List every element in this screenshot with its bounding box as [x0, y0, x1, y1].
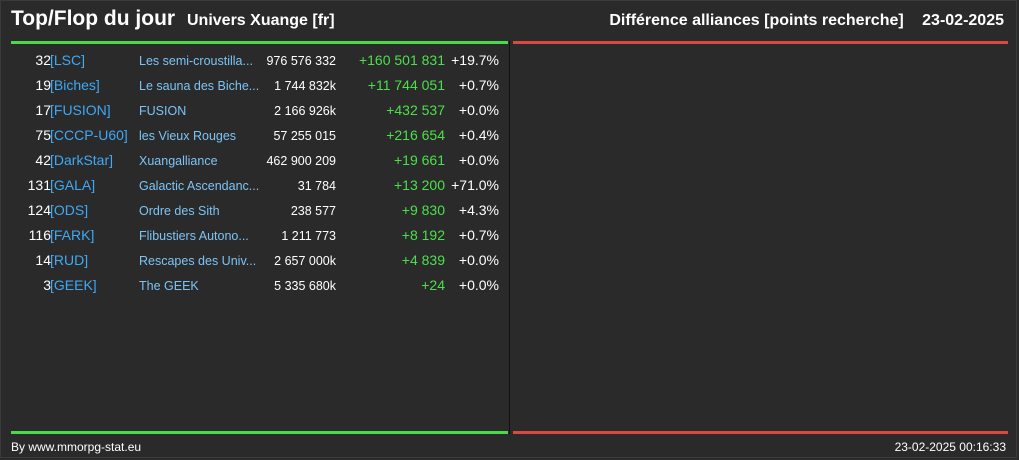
alliance-tag-link[interactable]: [ODS]	[50, 202, 89, 218]
top-section-bottom-line	[11, 431, 508, 434]
alliance-rank: 3	[43, 277, 51, 293]
points-delta: +8 192	[401, 227, 445, 243]
points-delta: +432 537	[386, 102, 445, 118]
generated-timestamp: 23-02-2025 00:16:33	[894, 440, 1006, 454]
alliance-tag-link[interactable]: [Biches]	[50, 77, 100, 93]
flop-section-divider	[513, 41, 1008, 44]
alliance-rank: 19	[35, 77, 51, 93]
points-delta: +19 661	[394, 152, 445, 168]
points-delta: +4 839	[401, 252, 445, 268]
points-delta: +24	[421, 277, 445, 293]
credit-link[interactable]: By www.mmorpg-stat.eu	[11, 440, 142, 454]
alliance-name-link[interactable]: The GEEK	[139, 279, 199, 293]
alliance-name-link[interactable]: Flibustiers Autono...	[139, 229, 249, 243]
alliance-points: 1 744 832k	[274, 79, 336, 93]
percent-change: +4.3%	[458, 202, 499, 218]
alliance-name-link[interactable]: Le sauna des Biche...	[139, 79, 260, 93]
list-item: 17 [FUSION] FUSION 2 166 926k +432 537 +0.0%	[11, 98, 508, 123]
alliance-tag-link[interactable]: [CCCP-U60]	[50, 127, 128, 143]
alliance-rank: 17	[35, 102, 51, 118]
list-item: 32 [LSC] Les semi-croustilla... 976 576 332…	[11, 48, 508, 73]
list-item: 19 [Biches] Le sauna des Biche... 1 744 832…	[11, 73, 508, 98]
alliance-name-link[interactable]: les Vieux Rouges	[139, 129, 237, 143]
points-delta: +11 744 051	[367, 77, 445, 93]
alliance-name-link[interactable]: Rescapes des Univ...	[139, 254, 257, 268]
percent-change: +0.7%	[458, 77, 499, 93]
alliance-name-link[interactable]: Ordre des Sith	[139, 204, 220, 218]
list-item: 131 [GALA] Galactic Ascendanc... 31 784 +13 …	[11, 173, 508, 198]
alliance-name-link[interactable]: Xuangalliance	[139, 154, 218, 168]
percent-change: +71.0%	[451, 177, 499, 193]
percent-change: +0.0%	[458, 102, 499, 118]
alliance-tag-link[interactable]: [LSC]	[50, 52, 86, 68]
list-item: 42 [DarkStar] Xuangalliance 462 900 209 +19 …	[11, 148, 508, 173]
percent-change: +0.0%	[458, 252, 499, 268]
alliance-points: 57 255 015	[273, 129, 336, 143]
alliance-name-link[interactable]: Galactic Ascendanc...	[139, 179, 260, 193]
percent-change: +0.0%	[458, 277, 499, 293]
alliance-rank: 14	[35, 252, 51, 268]
alliance-rank: 131	[27, 177, 51, 193]
alliance-points: 238 577	[290, 204, 336, 218]
percent-change: +0.7%	[458, 227, 499, 243]
list-item: 14 [RUD] Rescapes des Univ... 2 657 000k +4 …	[11, 248, 508, 273]
category-heading: Différence alliances [points recherche] …	[609, 12, 1004, 30]
list-item: 3 [GEEK] The GEEK 5 335 680k +24 +0.0%	[11, 273, 508, 298]
percent-change: +0.0%	[458, 152, 499, 168]
percent-change: +0.4%	[458, 127, 499, 143]
alliance-tag-link[interactable]: [DarkStar]	[50, 152, 114, 168]
alliance-tag-link[interactable]: [FUSION]	[50, 102, 111, 118]
alliance-tag-link[interactable]: [FARK]	[50, 227, 95, 243]
alliance-tag-link[interactable]: [GALA]	[50, 177, 96, 193]
points-delta: +216 654	[386, 127, 445, 143]
alliance-points: 1 211 773	[281, 229, 336, 243]
points-delta: +160 501 831	[358, 52, 445, 68]
top-section-divider	[11, 41, 508, 44]
list-item: 116 [FARK] Flibustiers Autono... 1 211 773 +…	[11, 223, 508, 248]
alliance-name-link[interactable]: FUSION	[139, 104, 187, 118]
points-delta: +13 200	[394, 177, 445, 193]
report-date: 23-02-2025	[922, 12, 1004, 29]
category-label: Différence alliances [points recherche]	[609, 12, 904, 29]
top-list: 32 [LSC] Les semi-croustilla... 976 576 332…	[11, 48, 508, 298]
column-divider	[509, 41, 510, 434]
list-item: 124 [ODS] Ordre des Sith 238 577 +9 830 +4.3%	[11, 198, 508, 223]
alliance-rank: 42	[35, 152, 51, 168]
alliance-rank: 116	[28, 227, 51, 243]
alliance-rank: 32	[35, 52, 51, 68]
list-item: 75 [CCCP-U60] les Vieux Rouges 57 255 015 +2…	[11, 123, 508, 148]
alliance-points: 5 335 680k	[274, 279, 336, 293]
alliance-points: 462 900 209	[266, 154, 336, 168]
universe-label: Univers Xuange [fr]	[187, 12, 335, 29]
alliance-points: 2 166 926k	[274, 104, 336, 118]
alliance-rank: 75	[35, 127, 51, 143]
alliance-tag-link[interactable]: [GEEK]	[50, 277, 97, 293]
flop-section-bottom-line	[513, 431, 1008, 434]
alliance-rank: 124	[27, 202, 51, 218]
percent-change: +19.7%	[451, 52, 499, 68]
page-title: Top/Flop du jour	[11, 7, 176, 30]
alliance-points: 976 576 332	[266, 54, 336, 68]
alliance-name-link[interactable]: Les semi-croustilla...	[139, 54, 253, 68]
points-delta: +9 830	[401, 202, 445, 218]
alliance-points: 31 784	[297, 179, 336, 193]
alliance-tag-link[interactable]: [RUD]	[50, 252, 89, 268]
alliance-points: 2 657 000k	[274, 254, 336, 268]
